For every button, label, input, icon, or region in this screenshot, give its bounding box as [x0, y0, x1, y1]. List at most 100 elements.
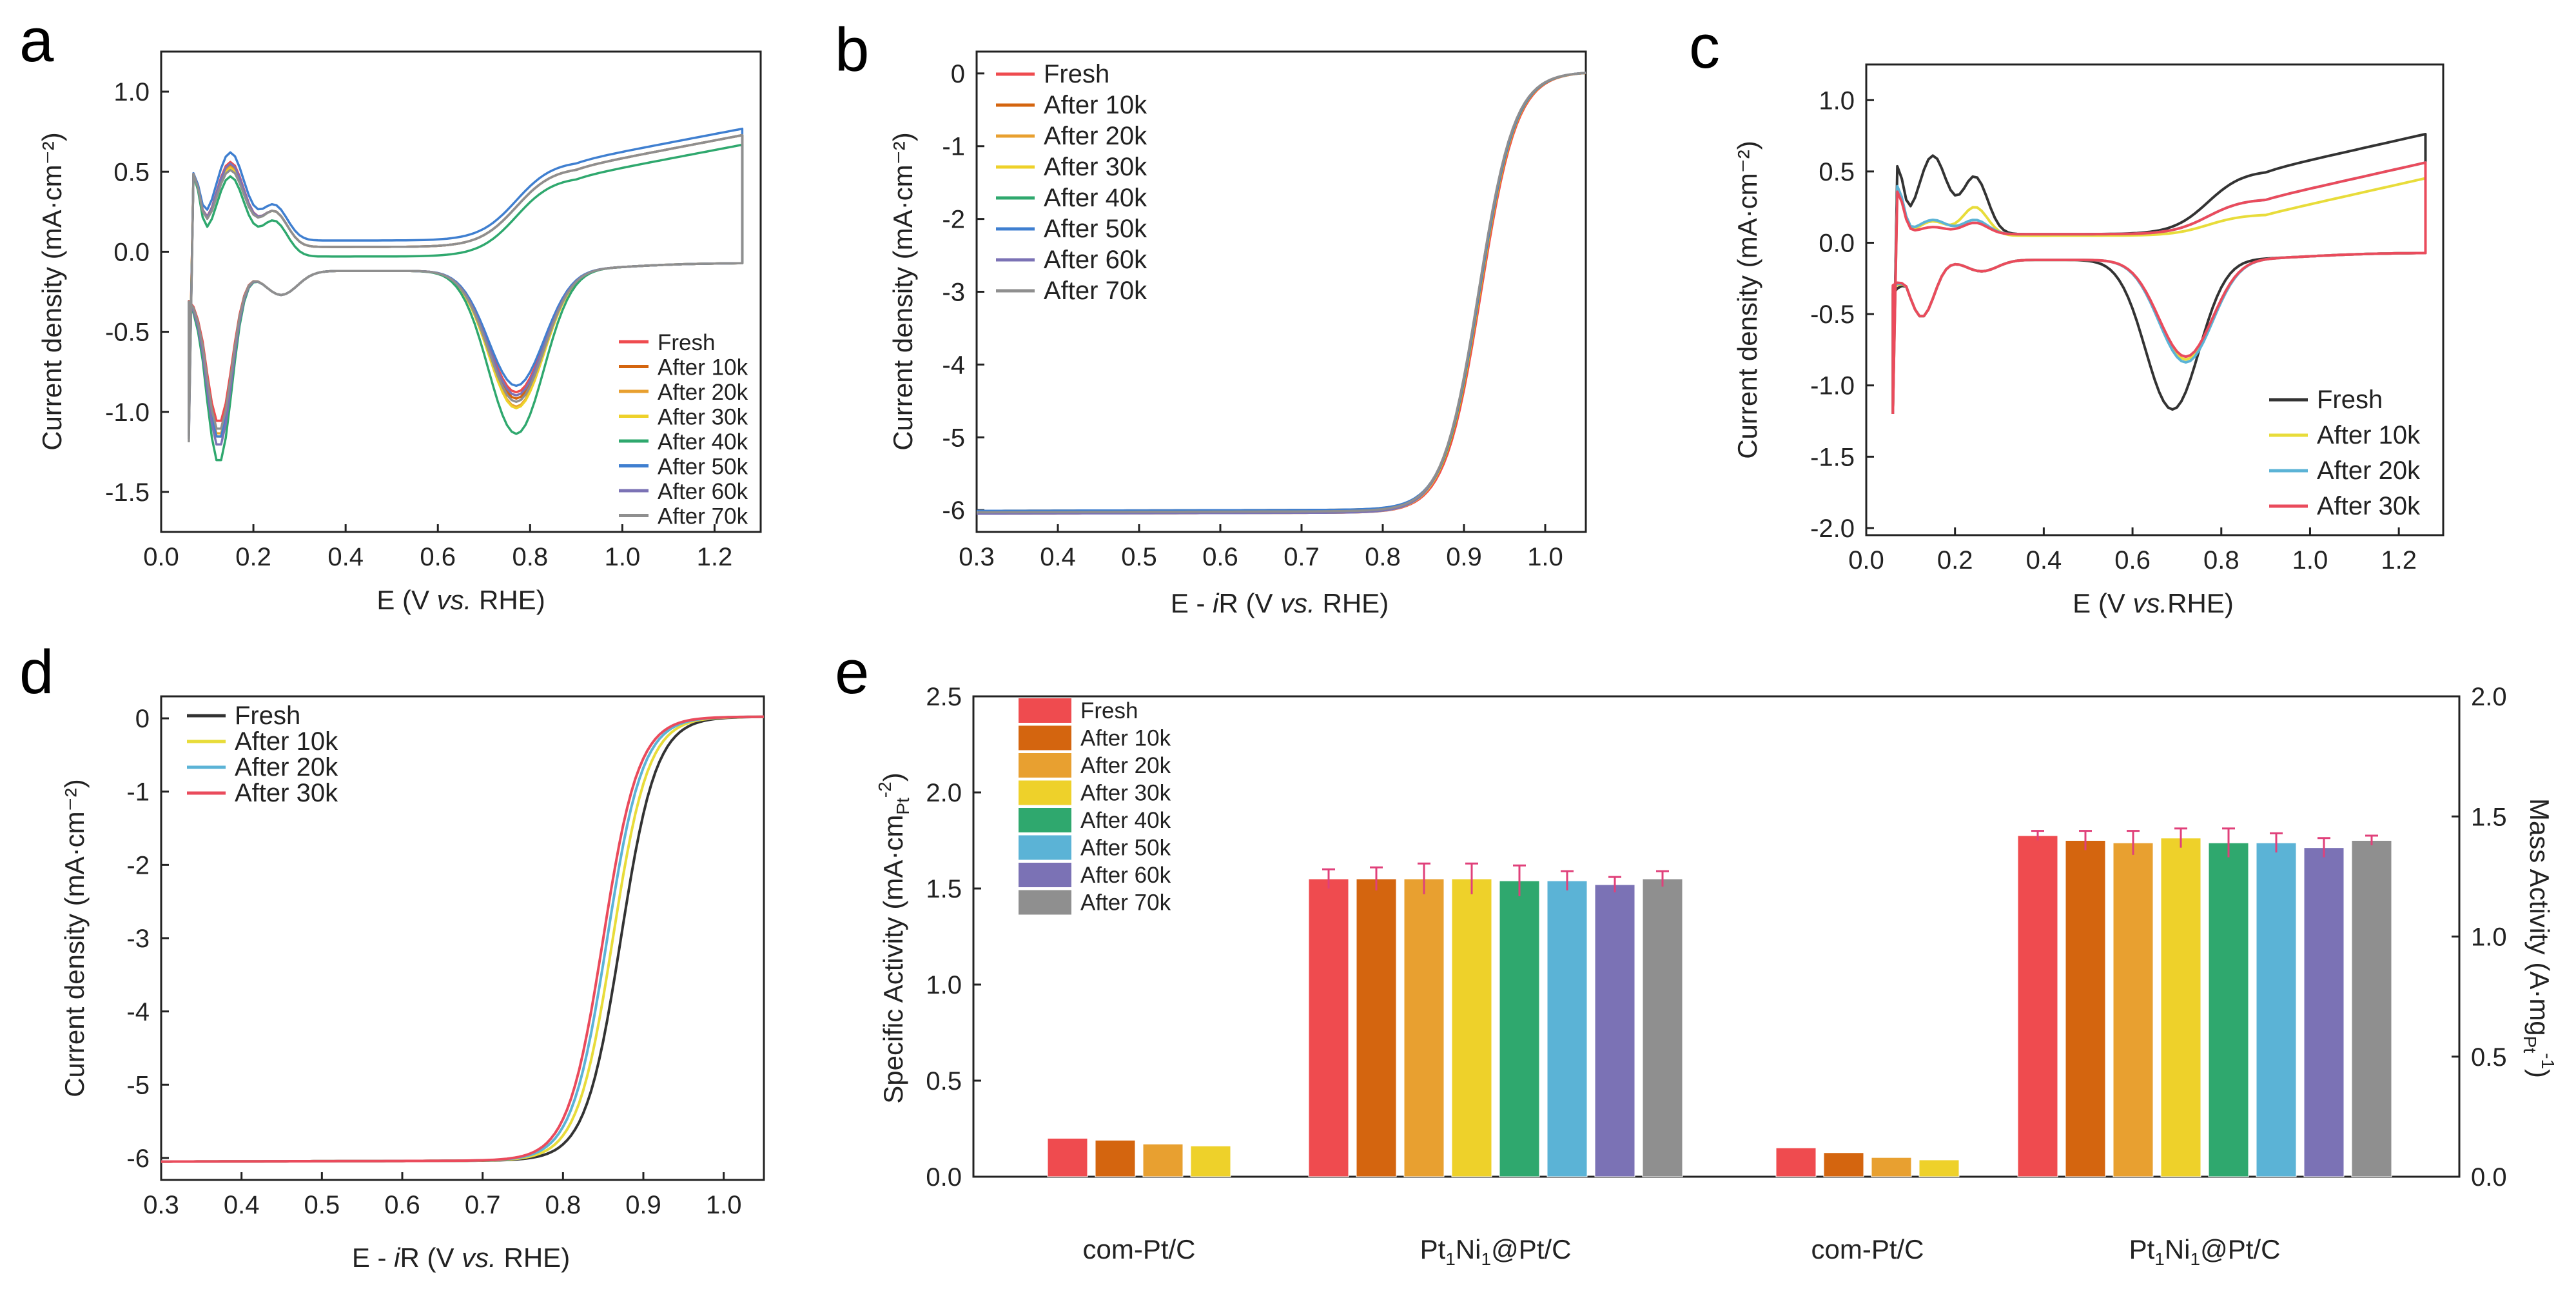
- panel-e-legend-label: After 20k: [1080, 753, 1171, 778]
- panel-e-ytick-right-label: 0.5: [2471, 1043, 2507, 1072]
- panel-b-ytick-label: -6: [942, 496, 965, 525]
- panel-e-bar: [1356, 878, 1397, 1177]
- panel-e-bar: [2208, 842, 2249, 1177]
- panel-e-group-label: com-Pt/C: [1811, 1234, 1924, 1264]
- panel-c-legend-label: Fresh: [2317, 386, 2383, 414]
- panel-b-xtick-label: 0.3: [959, 543, 995, 571]
- panel-d-xlabel-part: vs.: [462, 1242, 496, 1273]
- panel-c-xlabel: E (V vs.RHE): [2073, 588, 2234, 618]
- panel-d-xtick-label: 0.7: [465, 1191, 501, 1219]
- panel-b-ytick-label: -5: [942, 424, 965, 452]
- panel-a-legend-label: After 20k: [658, 380, 748, 405]
- panel-e-ylabel-right-part: -1: [2538, 1053, 2558, 1069]
- panel-b-xlabel-part: E -: [1171, 588, 1213, 618]
- panel-e-bar: [2065, 840, 2106, 1177]
- panel-d-xlabel-part: RHE): [496, 1242, 570, 1273]
- panel-d-ytick-label: -2: [126, 851, 150, 879]
- panel-c-xtick-label: 1.0: [2292, 546, 2328, 574]
- panel-c-series-2: [1891, 161, 2427, 415]
- panel-e-ylabel-left-part: ): [878, 772, 908, 781]
- panel-d-series-3: [161, 715, 764, 1163]
- panel-a-xtick-label: 0.6: [420, 543, 456, 571]
- panel-e-ylabel-left-part: -2: [875, 781, 895, 798]
- panel-label-a: a: [19, 6, 54, 75]
- panel-b-xtick-label: 0.5: [1121, 543, 1157, 571]
- panel-d-ytick-label: 0: [135, 705, 150, 733]
- panel-e-bar: [2351, 840, 2392, 1177]
- panel-b-legend-label: After 60k: [1044, 246, 1147, 274]
- panel-b-xlabel-part: vs.: [1280, 588, 1315, 618]
- panel-b-chart: 0.3 0.4 0.5 0.6 0.7 0.8 0.9 1.0 0 -1 -2 -3 -4 -5 -6 Fre…: [888, 50, 1587, 618]
- panel-c-xtick-label: 0.6: [2114, 546, 2151, 574]
- panel-e-group-label-part: 1: [2191, 1249, 2201, 1269]
- panel-e-bar: [1047, 1137, 1088, 1177]
- panel-e-ytick-left-label: 0.0: [926, 1163, 962, 1192]
- panel-d-ylabel: Current density (mA·cm⁻²): [59, 779, 90, 1097]
- panel-d-xtick-label: 0.8: [545, 1191, 581, 1219]
- panel-a-chart: 0.0 0.2 0.4 0.6 0.8 1.0 1.2 -1.5 -1.0 -0.5 0.0 0.5 1…: [37, 50, 762, 615]
- panel-e-legend-swatch: [1019, 890, 1071, 915]
- panel-b-legend-label: After 20k: [1044, 122, 1147, 150]
- panel-e-group-label-part: 1: [2154, 1249, 2165, 1269]
- panel-e-legend-swatch: [1019, 835, 1071, 860]
- panel-a-ytick-label: 0.5: [113, 158, 150, 186]
- panel-e-legend-swatch: [1019, 780, 1071, 805]
- panel-e-bar: [2303, 847, 2345, 1177]
- panel-e-legend-label: After 50k: [1080, 836, 1171, 861]
- panel-d-legend-label: After 30k: [235, 779, 338, 807]
- panel-c-xtick-label: 1.2: [2381, 546, 2417, 574]
- panel-e-bar: [1547, 880, 1588, 1177]
- panel-b-xtick-label: 0.8: [1365, 543, 1401, 571]
- panel-label-e: e: [835, 638, 869, 707]
- panel-b-ylabel: Current density (mA·cm⁻²): [888, 132, 918, 451]
- panel-e-group-label: Pt1Ni1@Pt/C: [2129, 1234, 2281, 1269]
- panel-c-ylabel: Current density (mA·cm⁻²): [1732, 141, 1762, 459]
- panel-e-legend-swatch: [1019, 725, 1071, 751]
- panel-b-xlabel: E - iR (V vs. RHE): [1171, 588, 1389, 618]
- panel-c-legend-label: After 10k: [2317, 421, 2421, 449]
- panel-b-xlabel-part: i: [1213, 588, 1220, 618]
- panel-a-legend-label: After 60k: [658, 479, 748, 504]
- panel-a-legend-label: After 50k: [658, 455, 748, 480]
- panel-e-bar: [1918, 1159, 1960, 1177]
- panel-e-group-label-part: @Pt/C: [2200, 1234, 2280, 1264]
- panel-c-ytick-label: 0.5: [1819, 158, 1855, 186]
- panel-e-ytick-left-label: 1.0: [926, 971, 962, 999]
- panel-c-xlabel-part: E (V: [2073, 588, 2132, 618]
- panel-a-series-7: [188, 133, 744, 442]
- panel-d-chart: 0.3 0.4 0.5 0.6 0.7 0.8 0.9 1.0 0 -1 -2 -3 -4 -5 -6 Fre…: [59, 695, 765, 1273]
- panel-c-chart: 0.0 0.2 0.4 0.6 0.8 1.0 1.2 -2.0 -1.5 -1.0 -0.5 0.0…: [1732, 63, 2444, 618]
- panel-d-legend-label: After 10k: [235, 727, 338, 756]
- panel-e-bar: [1642, 878, 1683, 1177]
- panel-b-legend-label: After 30k: [1044, 153, 1147, 181]
- panel-a-xlabel-text: E (V vs. RHE): [376, 585, 545, 615]
- panel-e-legend-label: After 40k: [1080, 808, 1171, 833]
- panel-e-legend-label: After 10k: [1080, 726, 1171, 751]
- panel-a-legend-label: Fresh: [658, 330, 715, 355]
- panel-a-ytick-label: -0.5: [105, 319, 150, 347]
- panel-a-xtick-label: 0.2: [235, 543, 271, 571]
- panel-e-ylabel-right-part: Mass Activity (A·mg: [2524, 798, 2555, 1036]
- panel-c-xtick-label: 0.8: [2203, 546, 2239, 574]
- panel-a-xtick-label: 1.2: [697, 543, 733, 571]
- panel-a-xtick-label: 0.4: [327, 543, 364, 571]
- panel-a-ytick-label: -1.0: [105, 398, 150, 427]
- panel-a-xlabel-text-part: E (V: [376, 585, 436, 615]
- panel-e-ylabel-left: Specific Activity (mA·cmPt-2): [875, 772, 913, 1103]
- panel-d-xtick-label: 0.4: [224, 1191, 260, 1219]
- panel-e-chart: 0.0 0.5 1.0 1.5 2.0 2.5 0.0 0.5 1.0 1.5 2.0 com-Pt/…: [875, 683, 2558, 1269]
- panel-b-legend-label: Fresh: [1044, 60, 1109, 88]
- panel-d-xtick-label: 1.0: [706, 1191, 742, 1219]
- panel-c-xtick-label: 0.0: [1848, 546, 1884, 574]
- panel-c-ytick-label: -0.5: [1810, 300, 1855, 329]
- panel-d-xlabel-part: i: [394, 1242, 401, 1273]
- panel-d-ytick-label: -5: [126, 1071, 150, 1099]
- panel-d-legend-label: After 20k: [235, 753, 338, 781]
- panel-label-b: b: [835, 15, 869, 84]
- panel-e-ytick-right-label: 2.0: [2471, 683, 2507, 711]
- panel-b-ytick-label: -3: [942, 279, 965, 307]
- panel-e-legend-label: After 70k: [1080, 890, 1171, 916]
- panel-e-group-label: Pt1Ni1@Pt/C: [1420, 1234, 1572, 1269]
- panel-c-ytick-label: -2.0: [1810, 515, 1855, 543]
